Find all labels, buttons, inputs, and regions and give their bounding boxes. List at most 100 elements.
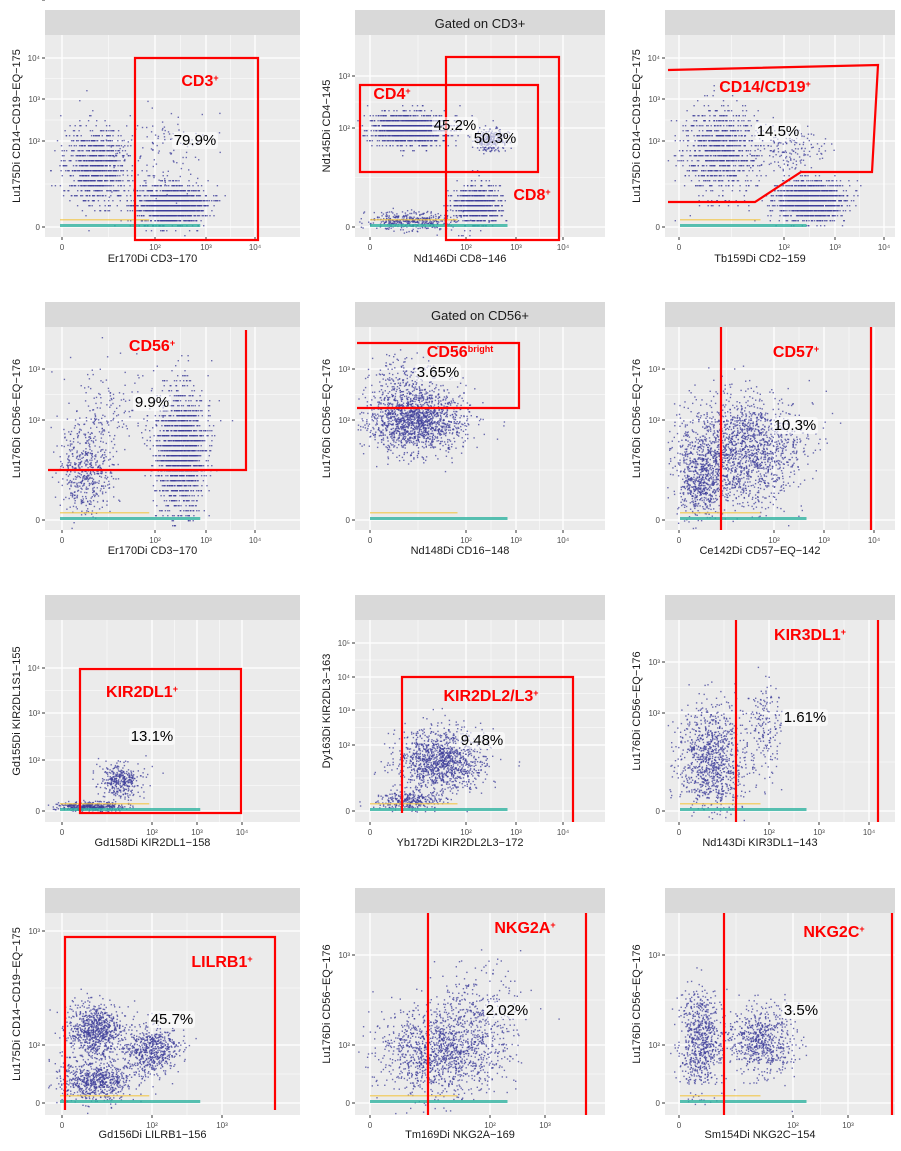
x-tick-label: 10⁴ <box>557 243 570 252</box>
x-axis-label: Nd143Di KIR3DL1−143 <box>702 837 817 849</box>
x-axis-label: Nd148Di CD16−148 <box>411 545 510 557</box>
y-tick-label: 0 <box>36 223 41 232</box>
y-tick-label: 10² <box>28 137 40 146</box>
density-band <box>370 803 458 805</box>
x-tick-label: 0 <box>677 243 682 252</box>
x-tick-label: 10³ <box>818 536 830 545</box>
y-tick-label: 10³ <box>28 927 40 936</box>
y-tick-label: 10³ <box>28 709 40 718</box>
panel-8: 0 10² 10³ 10⁴ 0 10² 10³ 10⁴ 10⁵ Yb172Di KIR2DL2L3… <box>321 595 605 849</box>
panel-7: 0 10² 10³ 10⁴ 0 10² 10³ 10⁴ Gd158Di KIR2DL1−158 G… <box>11 595 300 849</box>
y-tick-label: 10³ <box>28 365 40 374</box>
gate-name: LILRB1 <box>191 954 247 971</box>
gate-label: CD56bright <box>427 344 493 361</box>
event-points <box>50 90 226 237</box>
gate-label: NKG2C+ <box>803 924 864 941</box>
y-tick-label: 10² <box>338 1041 350 1050</box>
facet-strip <box>665 595 895 620</box>
gate-superscript: + <box>405 86 410 96</box>
x-tick-label: 0 <box>368 243 373 252</box>
y-tick-label: 10² <box>338 416 350 425</box>
x-tick-label: 10³ <box>842 1121 854 1130</box>
density-band <box>60 803 150 805</box>
plot-area <box>665 913 895 1115</box>
gate-superscript: + <box>806 79 811 89</box>
y-tick-label: 10² <box>648 137 660 146</box>
y-axis-label: Nd145Di CD4−145 <box>321 80 333 173</box>
y-tick-label: 10⁴ <box>338 673 351 682</box>
facet-strip <box>45 10 300 35</box>
y-tick-label: 0 <box>346 516 351 525</box>
x-tick-label: 10³ <box>200 536 212 545</box>
event-points <box>358 949 560 1115</box>
gate-percent: 2.02% <box>486 1002 529 1019</box>
plot-area <box>45 620 300 822</box>
gate-superscript: + <box>533 688 538 698</box>
x-tick-label: 10³ <box>510 828 522 837</box>
x-tick-label: 10² <box>460 243 472 252</box>
gate-outline <box>63 935 277 1110</box>
y-tick-label: 10² <box>648 416 660 425</box>
event-points <box>359 707 521 813</box>
event-points <box>667 365 842 530</box>
gate-name: CD56 <box>427 344 468 361</box>
y-axis-label: Lu175Di CD14−CD19−EQ−175 <box>631 49 643 203</box>
x-tick-label: 10² <box>149 243 161 252</box>
facet-strip <box>355 10 605 35</box>
y-axis-label: Lu176Di CD56−EQ−176 <box>321 359 333 478</box>
panel-1: 0 10² 10³ 10⁴ 0 10² 10³ 10⁴ Er170Di CD3−170 Lu175… <box>11 10 300 265</box>
y-tick-label: 10³ <box>338 951 350 960</box>
strip-label: Gated on CD56+ <box>431 308 529 323</box>
y-tick-label: 10³ <box>648 95 660 104</box>
facet-strip <box>355 888 605 913</box>
gate-superscript: bright <box>468 344 494 354</box>
panel-3: 0 10² 10³ 10⁴ 0 10² 10³ 10⁴ Tb159Di CD2−159 Lu175… <box>631 10 895 265</box>
x-tick-label: 10² <box>768 536 780 545</box>
x-tick-label: 10³ <box>510 536 522 545</box>
y-tick-label: 10⁴ <box>28 664 41 673</box>
y-axis-label: Lu176Di CD56−EQ−176 <box>631 651 643 770</box>
x-tick-label: 10³ <box>191 828 203 837</box>
density-band <box>680 219 761 221</box>
panel-11: 0 10² 10³ 0 10² 10³ Tm169Di NKG2A−169 Lu176Di C… <box>321 888 605 1141</box>
x-tick-label: 10⁴ <box>249 536 262 545</box>
facet-strip <box>665 302 895 327</box>
y-tick-label: 10² <box>648 1041 660 1050</box>
y-tick-label: 10⁴ <box>28 0 41 2</box>
x-tick-label: 10³ <box>829 243 841 252</box>
plot-area <box>355 620 605 822</box>
y-tick-label: 0 <box>656 1099 661 1108</box>
facet-strip <box>45 595 300 620</box>
x-tick-label: 0 <box>677 1121 682 1130</box>
y-tick-label: 10² <box>648 709 660 718</box>
x-tick-label: 10² <box>763 828 775 837</box>
gate-superscript: + <box>814 344 819 354</box>
x-tick-label: 10⁴ <box>249 243 262 252</box>
y-axis-label: Lu175Di CD14−CD19−EQ−175 <box>11 927 23 1081</box>
density-band <box>60 1095 150 1097</box>
gate-name: NKG2C <box>803 924 859 941</box>
density-band <box>370 512 458 514</box>
x-axis-label: Tb159Di CD2−159 <box>714 253 805 265</box>
x-axis-label: Sm154Di NKG2C−154 <box>705 1129 816 1141</box>
x-tick-label: 10² <box>146 828 158 837</box>
gate-percent: 79.9% <box>174 132 217 149</box>
x-tick-label: 0 <box>60 243 65 252</box>
plot-area <box>45 327 300 530</box>
y-tick-label: 0 <box>36 1099 41 1108</box>
y-axis-label: Lu176Di CD56−EQ−176 <box>631 359 643 478</box>
zero-band <box>370 808 508 811</box>
gate-percent: 13.1% <box>131 728 174 745</box>
x-axis-label: Ce142Di CD57−EQ−142 <box>699 545 820 557</box>
gate-name: CD57 <box>773 344 814 361</box>
y-tick-label: 0 <box>656 807 661 816</box>
y-tick-label: 10³ <box>338 72 350 81</box>
gate-name: KIR2DL2/L3 <box>443 688 533 705</box>
zero-band <box>60 1100 201 1103</box>
y-tick-label: 10³ <box>338 706 350 715</box>
gate-label: CD14/CD19+ <box>719 79 811 96</box>
plot-area <box>665 620 895 822</box>
gate-name: CD14/CD19 <box>719 79 805 96</box>
